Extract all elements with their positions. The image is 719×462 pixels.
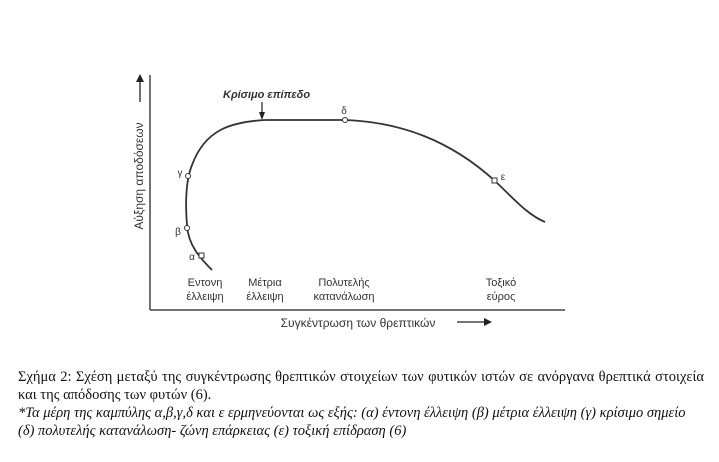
- caption: Σχήμα 2: Σχέση μεταξύ της συγκέντρωσης θ…: [18, 369, 704, 403]
- zone-label: έλλειψη: [186, 291, 223, 303]
- point-marker: [491, 177, 498, 184]
- point-label: β: [175, 227, 181, 238]
- point-marker: [184, 225, 190, 231]
- zone-label: Εντονη: [188, 277, 223, 289]
- point-marker: [198, 252, 205, 259]
- critical-level-label: Κρίσιμο επίπεδο: [223, 89, 310, 101]
- zone-label: κατανάλωση: [314, 291, 375, 303]
- point-label: δ: [341, 106, 347, 117]
- x-axis-label: Συγκέντρωση των θρεπτικών: [281, 316, 436, 330]
- zone-label: Μέτρια: [248, 277, 282, 289]
- point-label: α: [189, 252, 195, 263]
- zone-label: Τοξικό: [486, 277, 516, 289]
- point-marker: [185, 173, 191, 179]
- figure: Αύξηση αποδόσεων Συγκέντρωση των θρεπτικ…: [132, 74, 565, 330]
- zone-label: Πολυτελής: [318, 277, 369, 289]
- point-label: γ: [178, 168, 183, 179]
- point-label: ε: [501, 172, 506, 183]
- y-arrow-head: [136, 74, 144, 82]
- y-axis-label: Αύξηση αποδόσεων: [132, 122, 146, 229]
- point-marker: [342, 117, 348, 123]
- caption-note: *Τα μέρη της καμπύλης α,β,γ,δ και ε ερμη…: [18, 405, 686, 439]
- zone-label: εύρος: [487, 291, 516, 303]
- zone-label: έλλειψη: [246, 291, 283, 303]
- critical-arrow-head: [259, 112, 265, 120]
- x-arrow-head: [484, 318, 492, 326]
- curve: [185, 119, 546, 271]
